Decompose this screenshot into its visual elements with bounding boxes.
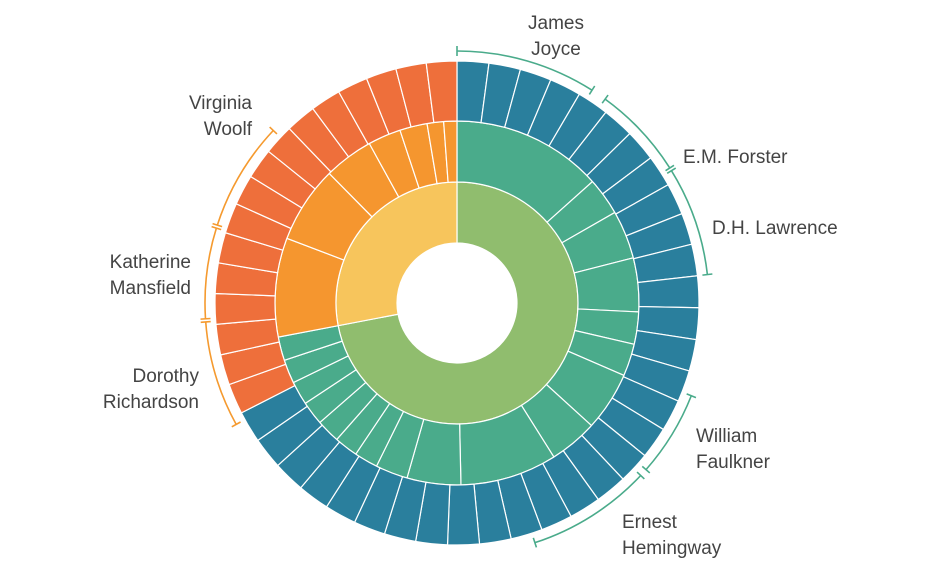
bracket-katherine-mansfield xyxy=(204,227,218,319)
bracket-cap-virginia-woolf-end xyxy=(269,126,278,135)
bracket-cap-d-h-lawrence-end xyxy=(702,273,713,276)
label-katherine-mansfield-line2: Mansfield xyxy=(110,278,191,299)
label-james-joyce-line2: Joyce xyxy=(531,39,581,60)
bracket-cap-virginia-woolf-start xyxy=(212,222,223,228)
label-virginia-woolf-line2: Woolf xyxy=(204,119,253,140)
bracket-cap-james-joyce-end xyxy=(588,85,596,95)
label-katherine-mansfield-line1: Katherine xyxy=(110,252,191,273)
bracket-d-h-lawrence xyxy=(670,170,709,275)
label-dorothy-richardson-line2: Richardson xyxy=(103,392,199,413)
outer-segment-orange-4 xyxy=(214,292,277,326)
label-william-faulkner-line2: Faulkner xyxy=(696,452,771,473)
label-dorothy-richardson-line1: Dorothy xyxy=(132,366,199,387)
label-em-forster: E.M. Forster xyxy=(683,147,788,168)
bracket-james-joyce xyxy=(456,50,593,91)
sunburst-rings xyxy=(214,60,700,546)
label-virginia-woolf-line1: Virginia xyxy=(189,93,252,114)
bracket-cap-katherine-mansfield-start xyxy=(200,317,211,320)
bracket-william-faulkner xyxy=(645,395,693,471)
author-labels: James Joyce E.M. Forster D.H. Lawrence W… xyxy=(103,13,838,559)
bracket-cap-ernest-hemingway-end xyxy=(532,537,538,548)
bracket-cap-dorothy-richardson-end xyxy=(200,320,211,324)
bracket-virginia-woolf xyxy=(216,129,274,226)
bracket-cap-william-faulkner-start xyxy=(686,393,697,399)
author-brackets xyxy=(200,46,713,548)
bracket-e-m-forster xyxy=(604,98,671,169)
bracket-cap-ernest-hemingway-start xyxy=(636,471,645,480)
bracket-cap-william-faulkner-end xyxy=(641,465,651,474)
bracket-cap-d-h-lawrence-start xyxy=(666,167,677,174)
label-william-faulkner-line1: William xyxy=(696,426,757,447)
bracket-dorothy-richardson xyxy=(204,321,237,425)
bracket-ernest-hemingway xyxy=(534,474,642,544)
bracket-cap-e-m-forster-start xyxy=(601,94,609,104)
label-ernest-hemingway-line2: Hemingway xyxy=(622,538,722,559)
bracket-cap-e-m-forster-end xyxy=(665,164,675,172)
outer-segment-orange-16 xyxy=(425,60,458,124)
label-dh-lawrence: D.H. Lawrence xyxy=(712,218,838,239)
label-ernest-hemingway-line1: Ernest xyxy=(622,512,678,533)
bracket-cap-dorothy-richardson-start xyxy=(231,421,241,428)
label-james-joyce-line1: James xyxy=(528,13,584,34)
bracket-cap-katherine-mansfield-end xyxy=(211,225,222,231)
outer-segment-green-24 xyxy=(446,483,481,546)
